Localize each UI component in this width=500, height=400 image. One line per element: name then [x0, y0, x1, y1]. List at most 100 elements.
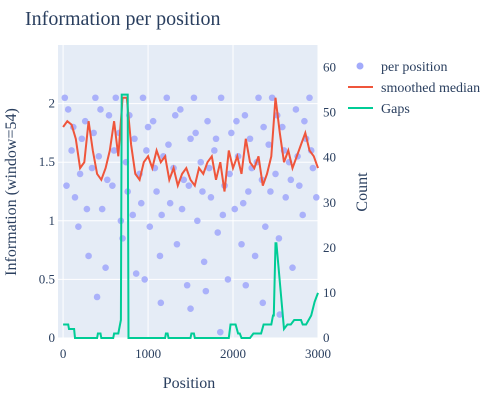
data-point — [287, 176, 295, 184]
y-tick-label: 1 — [49, 213, 56, 228]
data-point — [83, 205, 91, 213]
data-point — [268, 94, 276, 102]
data-point — [219, 211, 227, 219]
data-point — [306, 94, 313, 102]
x-tick-label: 2000 — [220, 346, 246, 361]
data-point — [93, 293, 101, 301]
y2-axis-label: Count — [354, 172, 371, 212]
data-point — [76, 170, 84, 178]
data-point — [132, 270, 140, 277]
x-tick-label: 1000 — [135, 346, 161, 361]
y-tick-label: 0 — [49, 330, 56, 345]
grid-lines — [58, 45, 319, 339]
x-tick-label: 0 — [60, 346, 67, 361]
data-point — [200, 258, 208, 266]
data-point — [301, 117, 308, 125]
y2-tick-label: 40 — [323, 150, 336, 165]
data-point — [143, 147, 150, 154]
smoothed-median-line — [62, 96, 319, 192]
data-point — [313, 194, 320, 201]
data-point — [177, 106, 184, 113]
data-point — [61, 94, 69, 102]
data-point — [141, 276, 148, 283]
data-point — [131, 135, 138, 143]
data-point — [187, 135, 194, 143]
data-point — [78, 135, 86, 143]
data-point — [178, 205, 186, 213]
data-point — [228, 129, 235, 137]
legend-marker-points — [356, 62, 364, 70]
data-point — [103, 176, 111, 184]
legend-label-points: per position — [381, 60, 448, 75]
data-point — [112, 94, 120, 102]
data-point — [153, 188, 160, 195]
data-point — [171, 112, 179, 119]
data-point — [146, 223, 154, 230]
data-point — [63, 182, 70, 189]
data-point — [110, 147, 118, 154]
data-point — [64, 106, 72, 113]
data-point — [97, 106, 104, 113]
data-point — [265, 141, 273, 148]
data-point — [276, 311, 284, 318]
data-point — [88, 164, 96, 172]
data-point — [129, 211, 137, 219]
data-point — [309, 164, 317, 172]
data-point — [149, 117, 157, 125]
data-point — [102, 264, 109, 271]
data-point — [267, 188, 274, 195]
data-point — [204, 117, 211, 125]
y2-tick-label: 60 — [323, 60, 336, 75]
y2-tick-label: 50 — [323, 105, 336, 120]
data-point — [239, 199, 247, 207]
data-point — [246, 135, 254, 143]
data-point — [241, 112, 249, 119]
data-point — [260, 123, 267, 131]
y-axis-label: Information (window=54) — [3, 108, 20, 276]
data-point — [137, 199, 145, 207]
y-tick-label: 2 — [49, 96, 56, 111]
data-point — [71, 194, 79, 201]
data-point — [180, 176, 188, 184]
data-point — [214, 229, 222, 236]
data-point — [144, 123, 152, 131]
x-tick-label: 3000 — [305, 346, 331, 361]
data-point — [185, 182, 193, 189]
data-point — [81, 117, 89, 125]
data-point — [238, 240, 245, 248]
y-tick-label: 0.5 — [39, 271, 55, 286]
data-point — [194, 217, 201, 225]
data-point — [183, 281, 191, 289]
data-point — [299, 211, 307, 219]
y2-tick-label: 10 — [323, 285, 336, 300]
data-point — [211, 147, 218, 154]
chart-title: Information per position — [25, 8, 221, 30]
data-point — [292, 106, 300, 113]
data-point — [157, 299, 165, 307]
data-point — [255, 94, 262, 102]
data-point — [158, 211, 165, 219]
data-point — [192, 129, 199, 137]
data-point — [272, 170, 279, 178]
data-point — [139, 94, 147, 102]
y-tick-label: 1.5 — [39, 154, 55, 169]
data-point — [75, 223, 82, 230]
data-point — [190, 94, 198, 102]
data-point — [259, 299, 267, 307]
data-point — [95, 153, 103, 160]
data-point — [92, 94, 99, 102]
data-point — [109, 182, 116, 189]
data-point — [173, 240, 181, 248]
data-point — [202, 287, 210, 295]
data-point — [199, 188, 206, 195]
data-point — [85, 252, 92, 260]
data-point — [282, 194, 290, 201]
gaps-line — [63, 93, 319, 339]
data-point — [207, 194, 215, 201]
data-point — [296, 182, 303, 189]
data-point — [217, 94, 225, 102]
data-point — [233, 117, 240, 125]
data-point — [224, 276, 232, 283]
lines-layer — [62, 93, 319, 339]
data-point — [251, 252, 259, 260]
